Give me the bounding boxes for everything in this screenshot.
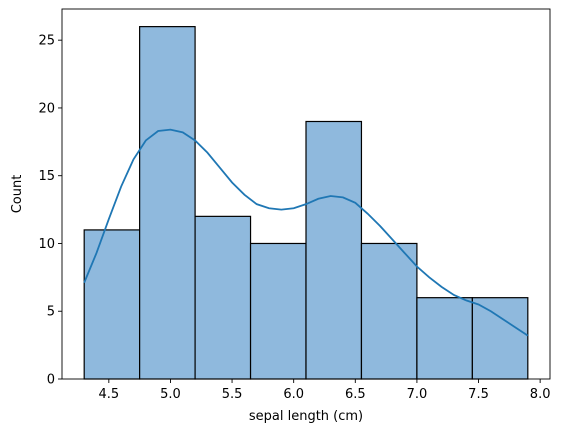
histogram-bar xyxy=(83,229,141,380)
x-axis-label: sepal length (cm) xyxy=(249,409,363,424)
x-tick-label: 6.5 xyxy=(345,387,366,402)
histogram-bar xyxy=(360,242,418,380)
y-tick-label: 0 xyxy=(47,373,55,388)
kde-curve xyxy=(83,128,529,337)
histogram-bar xyxy=(305,120,363,380)
y-tick-label: 10 xyxy=(38,237,55,252)
histogram-bar xyxy=(139,26,196,380)
x-tick-label: 7.5 xyxy=(468,387,489,402)
x-tick-label: 4.5 xyxy=(98,387,119,402)
x-tick-label: 7.0 xyxy=(407,387,428,402)
y-tick-label: 15 xyxy=(38,169,55,184)
x-axis-ticks: 4.5 5.0 5.5 6.0 6.5 7.0 7.5 8.0 xyxy=(98,379,550,402)
histogram-bar xyxy=(194,215,252,380)
histogram-bar xyxy=(416,297,473,380)
histogram-bar xyxy=(249,242,307,380)
y-tick-label: 5 xyxy=(47,305,55,320)
y-tick-label: 20 xyxy=(38,101,55,116)
y-tick-label: 25 xyxy=(38,34,55,49)
x-tick-label: 5.0 xyxy=(160,387,181,402)
x-tick-label: 5.5 xyxy=(222,387,243,402)
x-tick-label: 8.0 xyxy=(530,387,551,402)
x-tick-label: 6.0 xyxy=(283,387,304,402)
histogram-bars xyxy=(83,26,529,380)
plot-frame xyxy=(61,8,551,380)
y-axis-ticks: 0 5 10 15 20 25 xyxy=(38,34,62,388)
y-axis-label: Count xyxy=(10,175,25,214)
histogram-bar xyxy=(471,297,529,380)
